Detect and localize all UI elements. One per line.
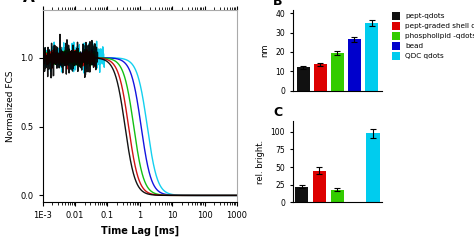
Text: B: B xyxy=(273,0,283,8)
Bar xyxy=(348,40,361,90)
Y-axis label: nm: nm xyxy=(261,43,270,57)
Legend: pept-qdots, pept-graded shell qdots, phospholipid -qdots, bead, QDC qdots: pept-qdots, pept-graded shell qdots, pho… xyxy=(388,13,474,59)
Bar xyxy=(295,187,308,202)
Bar xyxy=(297,67,310,90)
Text: C: C xyxy=(273,106,282,119)
Bar xyxy=(365,23,378,90)
Bar xyxy=(331,53,344,90)
X-axis label: Time Lag [ms]: Time Lag [ms] xyxy=(101,226,179,236)
Bar xyxy=(313,171,326,202)
Y-axis label: Normalized FCS: Normalized FCS xyxy=(6,70,15,142)
Y-axis label: rel. bright.: rel. bright. xyxy=(256,140,265,184)
Bar xyxy=(330,190,344,202)
Bar xyxy=(314,64,327,90)
Text: A: A xyxy=(23,0,35,5)
Bar xyxy=(366,133,380,202)
